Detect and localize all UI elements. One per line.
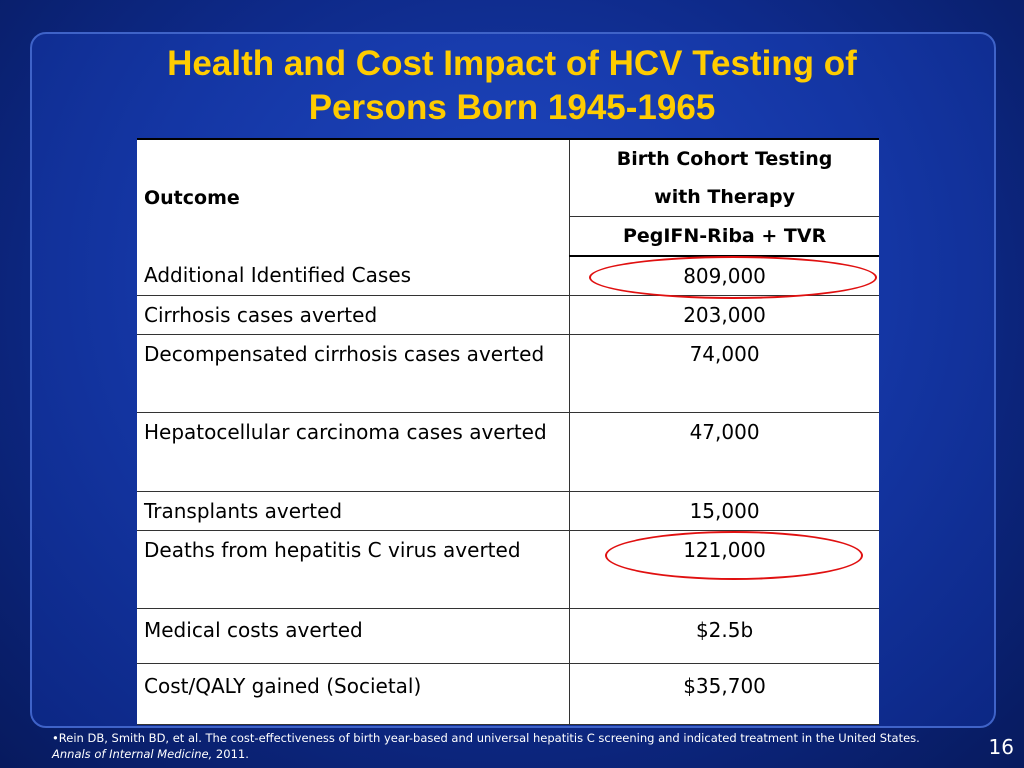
outcome-cell: Transplants averted xyxy=(137,491,571,531)
outcome-cell: Cirrhosis cases averted xyxy=(137,295,571,335)
slide-title: Health and Cost Impact of HCV Testing of… xyxy=(60,42,964,130)
table-header-row: Outcome Birth Cohort Testing with Therap… xyxy=(137,139,879,256)
title-line-2: Persons Born 1945-1965 xyxy=(308,88,716,127)
table-row: Hepatocellular carcinoma cases averted 4… xyxy=(137,412,879,492)
value-cell: 15,000 xyxy=(569,491,879,531)
outcome-cell: Decompensated cirrhosis cases averted xyxy=(137,334,571,413)
highlight-oval-deaths xyxy=(605,531,863,580)
outcomes-table: Outcome Birth Cohort Testing with Therap… xyxy=(137,138,879,725)
outcome-cell: Deaths from hepatitis C virus averted xyxy=(137,530,571,609)
outcome-cell: Cost/QALY gained (Societal) xyxy=(137,663,571,725)
table-row: Transplants averted 15,000 xyxy=(137,491,879,531)
citation-footnote: •Rein DB, Smith BD, et al. The cost-effe… xyxy=(52,731,920,761)
journal-name: Annals of Internal Medicine, xyxy=(52,747,213,761)
outcome-header: Outcome xyxy=(137,139,571,256)
table-row: Decompensated cirrhosis cases averted 74… xyxy=(137,334,879,413)
column-header: Birth Cohort Testing with Therapy xyxy=(569,139,879,217)
outcome-cell: Hepatocellular carcinoma cases averted xyxy=(137,412,571,492)
title-line-1: Health and Cost Impact of HCV Testing of xyxy=(167,44,857,83)
table-row: Cost/QALY gained (Societal) $35,700 xyxy=(137,663,879,725)
page-number: 16 xyxy=(988,735,1014,759)
column-subheader: PegIFN-Riba + TVR xyxy=(569,216,879,257)
value-cell: 74,000 xyxy=(569,334,879,413)
table-row: Medical costs averted $2.5b xyxy=(137,608,879,664)
table-subheader-row: PegIFN-Riba + TVR xyxy=(137,216,879,257)
value-cell: $2.5b xyxy=(569,608,879,664)
value-cell: $35,700 xyxy=(569,663,879,725)
outcome-cell: Medical costs averted xyxy=(137,608,571,664)
value-cell: 47,000 xyxy=(569,412,879,492)
table-row: Cirrhosis cases averted 203,000 xyxy=(137,295,879,335)
highlight-oval-cases xyxy=(589,256,877,299)
outcome-cell: Additional Identified Cases xyxy=(137,256,571,296)
value-cell: 203,000 xyxy=(569,295,879,335)
